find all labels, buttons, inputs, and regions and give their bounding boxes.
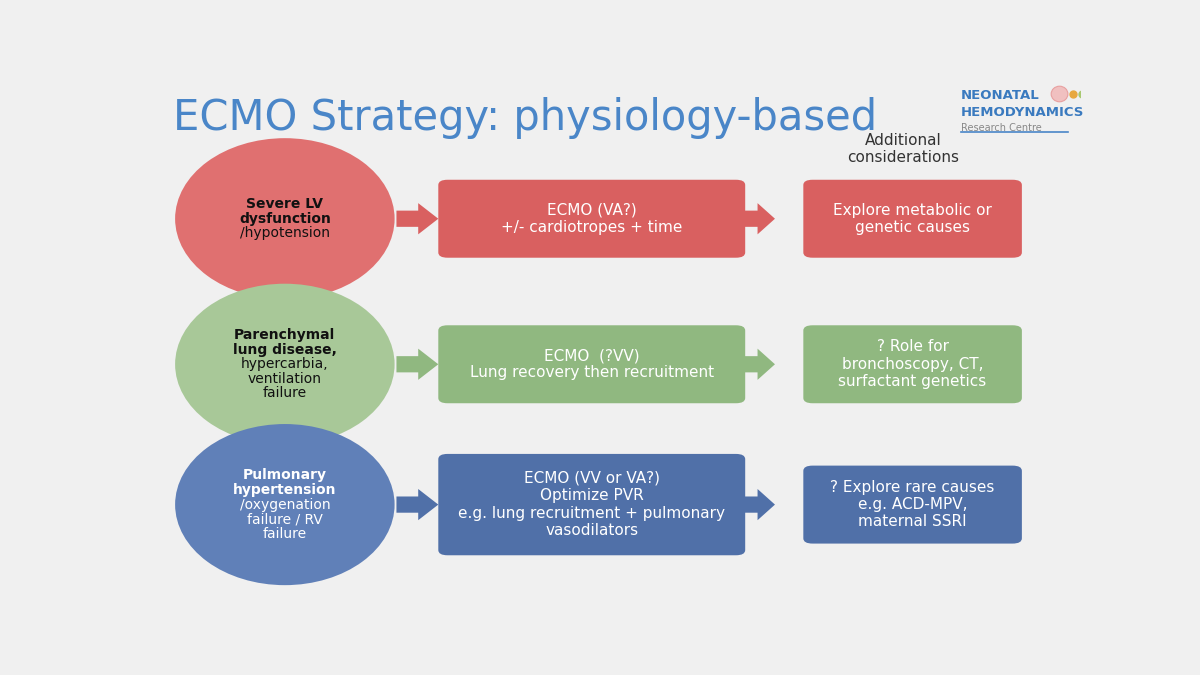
Text: ECMO (VA?)
+/- cardiotropes + time: ECMO (VA?) +/- cardiotropes + time bbox=[502, 202, 683, 235]
Text: ventilation: ventilation bbox=[248, 372, 322, 386]
FancyBboxPatch shape bbox=[803, 466, 1022, 543]
Text: failure: failure bbox=[263, 526, 307, 541]
Polygon shape bbox=[396, 203, 438, 234]
Polygon shape bbox=[739, 489, 775, 520]
Text: ECMO Strategy: physiology-based: ECMO Strategy: physiology-based bbox=[173, 97, 877, 138]
Text: hypertension: hypertension bbox=[233, 483, 336, 497]
Polygon shape bbox=[739, 349, 775, 380]
Text: hypercarbia,: hypercarbia, bbox=[241, 357, 329, 371]
Ellipse shape bbox=[175, 138, 395, 299]
Text: NEONATAL: NEONATAL bbox=[961, 89, 1039, 102]
FancyBboxPatch shape bbox=[438, 325, 745, 403]
Text: HEMODYNAMICS: HEMODYNAMICS bbox=[961, 106, 1085, 119]
Text: Explore metabolic or
genetic causes: Explore metabolic or genetic causes bbox=[833, 202, 992, 235]
Text: ECMO  (?VV)
Lung recovery then recruitment: ECMO (?VV) Lung recovery then recruitmen… bbox=[469, 348, 714, 381]
Text: failure / RV: failure / RV bbox=[247, 512, 323, 526]
Ellipse shape bbox=[175, 424, 395, 585]
Polygon shape bbox=[396, 489, 438, 520]
FancyBboxPatch shape bbox=[803, 325, 1022, 403]
Text: Pulmonary: Pulmonary bbox=[242, 468, 326, 483]
Text: /hypotension: /hypotension bbox=[240, 226, 330, 240]
Ellipse shape bbox=[1051, 86, 1068, 102]
Text: Severe LV: Severe LV bbox=[246, 197, 323, 211]
Text: ? Explore rare causes
e.g. ACD-MPV,
maternal SSRI: ? Explore rare causes e.g. ACD-MPV, mate… bbox=[830, 480, 995, 529]
Polygon shape bbox=[396, 349, 438, 380]
Text: Parenchymal: Parenchymal bbox=[234, 328, 336, 342]
Text: /oxygenation: /oxygenation bbox=[240, 497, 330, 512]
Text: lung disease,: lung disease, bbox=[233, 343, 337, 356]
Polygon shape bbox=[739, 203, 775, 234]
Ellipse shape bbox=[175, 284, 395, 445]
Text: Research Centre: Research Centre bbox=[961, 123, 1042, 133]
Text: failure: failure bbox=[263, 386, 307, 400]
Text: Additional
considerations: Additional considerations bbox=[847, 133, 959, 165]
Text: ? Role for
bronchoscopy, CT,
surfactant genetics: ? Role for bronchoscopy, CT, surfactant … bbox=[839, 340, 986, 389]
Text: ECMO (VV or VA?)
Optimize PVR
e.g. lung recruitment + pulmonary
vasodilators: ECMO (VV or VA?) Optimize PVR e.g. lung … bbox=[458, 471, 725, 538]
FancyBboxPatch shape bbox=[803, 180, 1022, 258]
Text: dysfunction: dysfunction bbox=[239, 212, 331, 225]
FancyBboxPatch shape bbox=[438, 454, 745, 556]
FancyBboxPatch shape bbox=[438, 180, 745, 258]
